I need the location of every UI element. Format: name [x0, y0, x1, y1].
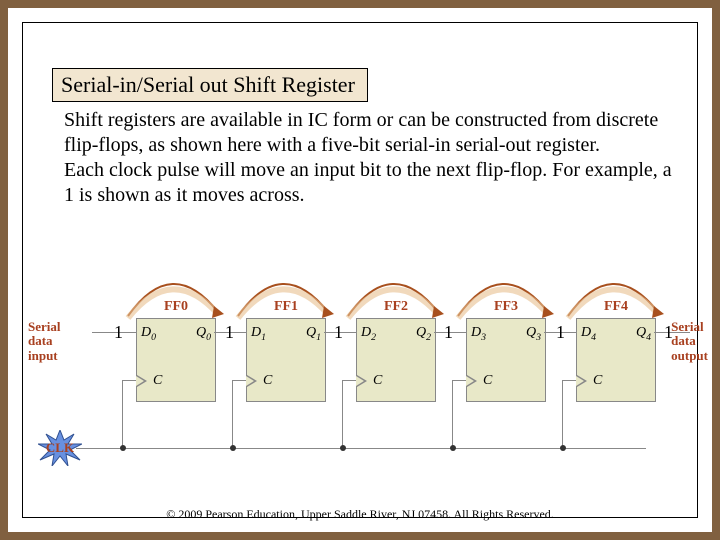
clock-stub-1 [232, 380, 246, 381]
d-input-label: D4 [581, 325, 596, 343]
d-input-label: D1 [251, 325, 266, 343]
serial-data-input-label: Serialdatainput [28, 320, 61, 363]
clock-stub-2 [342, 380, 356, 381]
slide: Serial-in/Serial out Shift Register Shif… [0, 0, 720, 540]
ff-label: FF4 [577, 299, 655, 315]
clock-tap-1 [232, 380, 233, 448]
clock-input-label: C [153, 373, 162, 389]
d-input-label: D3 [471, 325, 486, 343]
q-output-label: Q1 [306, 325, 321, 343]
flip-flop-1: FF1D1Q1C [246, 318, 326, 402]
ff-label: FF1 [247, 299, 325, 315]
clock-junction-0 [120, 445, 126, 451]
clock-tap-3 [452, 380, 453, 448]
q-output-label: Q0 [196, 325, 211, 343]
clock-input-label: C [373, 373, 382, 389]
bit-one-2: 1 [334, 322, 343, 343]
clk-label: CLK [46, 440, 74, 456]
flip-flop-2: FF2D2Q2C [356, 318, 436, 402]
ff-label: FF0 [137, 299, 215, 315]
copyright: © 2009 Pearson Education, Upper Saddle R… [8, 507, 712, 522]
ff-label: FF3 [467, 299, 545, 315]
bit-one-0: 1 [114, 322, 123, 343]
clock-input-label: C [263, 373, 272, 389]
clock-junction-4 [560, 445, 566, 451]
body-text: Shift registers are available in IC form… [64, 108, 672, 208]
paragraph-1: Shift registers are available in IC form… [64, 109, 658, 156]
flip-flop-4: FF4D4Q4C [576, 318, 656, 402]
shift-register-diagram: Serialdatainput Serialdataoutput CLK FF0… [28, 278, 708, 478]
bit-one-4: 1 [556, 322, 565, 343]
clock-input-label: C [593, 373, 602, 389]
clk-starburst: CLK [38, 430, 82, 466]
slide-title: Serial-in/Serial out Shift Register [52, 68, 368, 102]
q-output-label: Q2 [416, 325, 431, 343]
paragraph-2: Each clock pulse will move an input bit … [64, 159, 672, 206]
clock-junction-3 [450, 445, 456, 451]
clock-stub-0 [122, 380, 136, 381]
clock-tap-4 [562, 380, 563, 448]
clock-stub-3 [452, 380, 466, 381]
bit-one-1: 1 [225, 322, 234, 343]
d-input-label: D2 [361, 325, 376, 343]
clock-tap-0 [122, 380, 123, 448]
clock-input-label: C [483, 373, 492, 389]
d-input-label: D0 [141, 325, 156, 343]
q-output-label: Q4 [636, 325, 651, 343]
clock-junction-1 [230, 445, 236, 451]
bit-one-3: 1 [444, 322, 453, 343]
clock-tap-2 [342, 380, 343, 448]
serial-data-output-label: Serialdataoutput [671, 320, 708, 363]
ff-label: FF2 [357, 299, 435, 315]
clock-junction-2 [340, 445, 346, 451]
flip-flop-3: FF3D3Q3C [466, 318, 546, 402]
flip-flop-0: FF0D0Q0C [136, 318, 216, 402]
bit-one-5: 1 [664, 322, 673, 343]
clock-stub-4 [562, 380, 576, 381]
q-output-label: Q3 [526, 325, 541, 343]
